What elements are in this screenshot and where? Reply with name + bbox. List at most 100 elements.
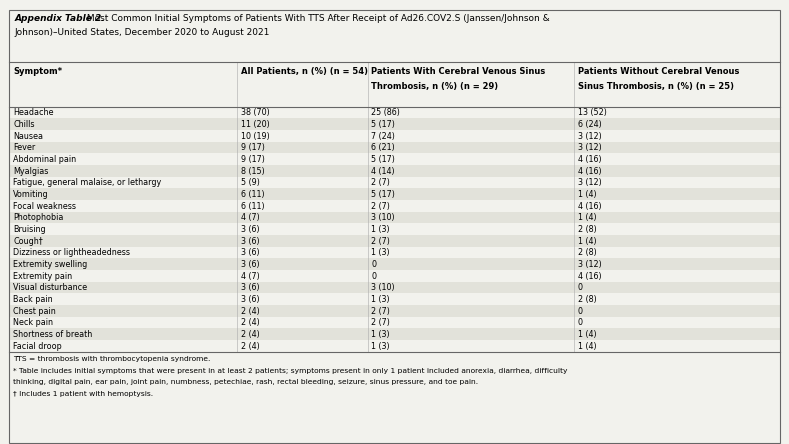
Text: 2 (4): 2 (4) [241, 318, 260, 327]
Text: Headache: Headache [13, 108, 54, 117]
Text: 8 (15): 8 (15) [241, 166, 264, 176]
Text: 4 (16): 4 (16) [578, 155, 601, 164]
Text: Extremity swelling: Extremity swelling [13, 260, 88, 269]
Text: 3 (10): 3 (10) [372, 214, 395, 222]
Text: 25 (86): 25 (86) [372, 108, 400, 117]
Text: 1 (4): 1 (4) [578, 214, 596, 222]
Text: Symptom*: Symptom* [13, 67, 62, 75]
Text: Back pain: Back pain [13, 295, 53, 304]
Text: Fatigue, general malaise, or lethargy: Fatigue, general malaise, or lethargy [13, 178, 162, 187]
Text: Fever: Fever [13, 143, 36, 152]
Bar [9, 62, 780, 107]
Text: 2 (7): 2 (7) [372, 318, 391, 327]
Text: 1 (3): 1 (3) [372, 295, 390, 304]
Text: 3 (6): 3 (6) [241, 283, 260, 292]
Text: 1 (3): 1 (3) [372, 342, 390, 351]
Text: 5 (9): 5 (9) [241, 178, 260, 187]
Text: Most Common Initial Symptoms of Patients With TTS After Receipt of Ad26.COV2.S (: Most Common Initial Symptoms of Patients… [84, 14, 549, 23]
Text: 3 (6): 3 (6) [241, 225, 260, 234]
Bar [9, 142, 780, 153]
Text: 4 (7): 4 (7) [241, 214, 260, 222]
Bar [9, 165, 780, 177]
Text: Patients Without Cerebral Venous: Patients Without Cerebral Venous [578, 67, 739, 75]
Bar [9, 223, 780, 235]
Text: 3 (12): 3 (12) [578, 178, 602, 187]
Text: Shortness of breath: Shortness of breath [13, 330, 92, 339]
Text: Neck pain: Neck pain [13, 318, 54, 327]
Text: 3 (6): 3 (6) [241, 295, 260, 304]
Text: 4 (7): 4 (7) [241, 272, 260, 281]
Text: Focal weakness: Focal weakness [13, 202, 77, 210]
Bar [9, 235, 780, 246]
Text: Patients With Cerebral Venous Sinus: Patients With Cerebral Venous Sinus [372, 67, 546, 75]
Text: thinking, digital pain, ear pain, joint pain, numbness, petechiae, rash, rectal : thinking, digital pain, ear pain, joint … [13, 379, 478, 385]
Text: 3 (12): 3 (12) [578, 260, 602, 269]
Text: 3 (6): 3 (6) [241, 237, 260, 246]
Bar [9, 270, 780, 281]
Bar [9, 153, 780, 165]
Bar [9, 10, 780, 62]
Text: Appendix Table 2.: Appendix Table 2. [14, 14, 105, 23]
Text: 5 (17): 5 (17) [372, 190, 395, 199]
Text: 5 (17): 5 (17) [372, 120, 395, 129]
Text: 4 (16): 4 (16) [578, 202, 601, 210]
Bar [9, 200, 780, 212]
Text: Dizziness or lightheadedness: Dizziness or lightheadedness [13, 248, 130, 258]
Text: 3 (12): 3 (12) [578, 132, 602, 141]
Text: 1 (4): 1 (4) [578, 330, 596, 339]
Bar [9, 177, 780, 188]
Text: 2 (7): 2 (7) [372, 237, 391, 246]
Bar [9, 107, 780, 118]
Text: 2 (4): 2 (4) [241, 307, 260, 316]
Text: Chills: Chills [13, 120, 35, 129]
Text: 4 (14): 4 (14) [372, 166, 395, 176]
Text: 6 (21): 6 (21) [372, 143, 395, 152]
Text: Myalgias: Myalgias [13, 166, 49, 176]
Text: Photophobia: Photophobia [13, 214, 64, 222]
Text: 4 (16): 4 (16) [578, 272, 601, 281]
Text: 2 (7): 2 (7) [372, 307, 391, 316]
Text: 6 (11): 6 (11) [241, 202, 264, 210]
Text: 2 (7): 2 (7) [372, 178, 391, 187]
Text: 3 (12): 3 (12) [578, 143, 602, 152]
Text: 7 (24): 7 (24) [372, 132, 395, 141]
Text: 1 (4): 1 (4) [578, 237, 596, 246]
Bar [9, 212, 780, 223]
Text: 10 (19): 10 (19) [241, 132, 269, 141]
Bar [9, 246, 780, 258]
Text: Abdominal pain: Abdominal pain [13, 155, 77, 164]
Text: Thrombosis, n (%) (n = 29): Thrombosis, n (%) (n = 29) [372, 82, 499, 91]
Text: Extremity pain: Extremity pain [13, 272, 73, 281]
Text: 13 (52): 13 (52) [578, 108, 607, 117]
Text: 6 (11): 6 (11) [241, 190, 264, 199]
Bar [9, 305, 780, 317]
Bar [9, 317, 780, 328]
Text: 1 (4): 1 (4) [578, 342, 596, 351]
Text: 1 (3): 1 (3) [372, 248, 390, 258]
Bar [9, 130, 780, 142]
Text: * Table includes initial symptoms that were present in at least 2 patients; symp: * Table includes initial symptoms that w… [13, 368, 567, 374]
Bar [9, 188, 780, 200]
Text: 1 (3): 1 (3) [372, 330, 390, 339]
Text: 0: 0 [372, 260, 376, 269]
Bar [9, 340, 780, 352]
Text: 2 (8): 2 (8) [578, 225, 596, 234]
Text: 1 (4): 1 (4) [578, 190, 596, 199]
Text: Facial droop: Facial droop [13, 342, 62, 351]
Text: 3 (6): 3 (6) [241, 248, 260, 258]
Text: 11 (20): 11 (20) [241, 120, 269, 129]
Text: 2 (4): 2 (4) [241, 342, 260, 351]
Text: TTS = thrombosis with thrombocytopenia syndrome.: TTS = thrombosis with thrombocytopenia s… [13, 356, 210, 362]
Text: 2 (4): 2 (4) [241, 330, 260, 339]
Bar [9, 258, 780, 270]
Text: Vomiting: Vomiting [13, 190, 49, 199]
Text: 3 (10): 3 (10) [372, 283, 395, 292]
Text: Johnson)–United States, December 2020 to August 2021: Johnson)–United States, December 2020 to… [14, 28, 270, 36]
Bar [9, 118, 780, 130]
Text: Nausea: Nausea [13, 132, 43, 141]
Text: 9 (17): 9 (17) [241, 155, 264, 164]
Text: Cough†: Cough† [13, 237, 43, 246]
Text: Bruising: Bruising [13, 225, 46, 234]
Text: 38 (70): 38 (70) [241, 108, 269, 117]
Text: 1 (3): 1 (3) [372, 225, 390, 234]
